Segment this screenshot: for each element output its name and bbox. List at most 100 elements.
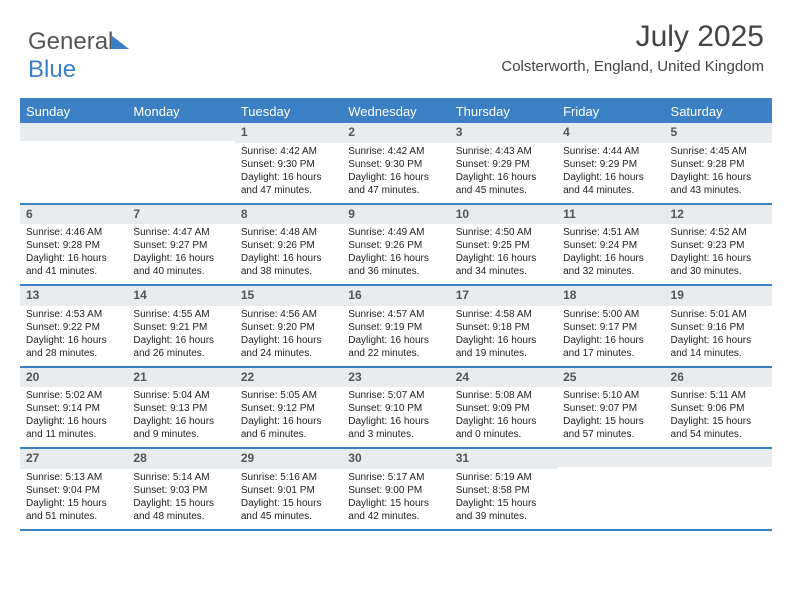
day-details: Sunrise: 5:10 AMSunset: 9:07 PMDaylight:… bbox=[557, 387, 664, 447]
day-header-wednesday: Wednesday bbox=[342, 100, 449, 123]
calendar-cell: 25Sunrise: 5:10 AMSunset: 9:07 PMDayligh… bbox=[557, 368, 664, 448]
day-number: 10 bbox=[450, 205, 557, 225]
daylight-text: Daylight: 16 hours and 44 minutes. bbox=[563, 171, 658, 197]
calendar-cell: 10Sunrise: 4:50 AMSunset: 9:25 PMDayligh… bbox=[450, 205, 557, 285]
sunset-text: Sunset: 9:29 PM bbox=[456, 158, 551, 171]
day-number: 20 bbox=[20, 368, 127, 388]
day-number: 4 bbox=[557, 123, 664, 143]
day-number: 11 bbox=[557, 205, 664, 225]
calendar-cell: 26Sunrise: 5:11 AMSunset: 9:06 PMDayligh… bbox=[665, 368, 772, 448]
daylight-text: Daylight: 16 hours and 22 minutes. bbox=[348, 334, 443, 360]
day-details: Sunrise: 5:00 AMSunset: 9:17 PMDaylight:… bbox=[557, 306, 664, 366]
sunrise-text: Sunrise: 4:58 AM bbox=[456, 308, 551, 321]
day-number: 12 bbox=[665, 205, 772, 225]
day-details: Sunrise: 4:47 AMSunset: 9:27 PMDaylight:… bbox=[127, 224, 234, 284]
daylight-text: Daylight: 16 hours and 36 minutes. bbox=[348, 252, 443, 278]
daylight-text: Daylight: 16 hours and 26 minutes. bbox=[133, 334, 228, 360]
calendar-cell: 7Sunrise: 4:47 AMSunset: 9:27 PMDaylight… bbox=[127, 205, 234, 285]
calendar-cell: 22Sunrise: 5:05 AMSunset: 9:12 PMDayligh… bbox=[235, 368, 342, 448]
calendar-cell: 6Sunrise: 4:46 AMSunset: 9:28 PMDaylight… bbox=[20, 205, 127, 285]
week-row: 20Sunrise: 5:02 AMSunset: 9:14 PMDayligh… bbox=[20, 368, 772, 450]
day-number: 13 bbox=[20, 286, 127, 306]
day-number: 19 bbox=[665, 286, 772, 306]
sunset-text: Sunset: 9:12 PM bbox=[241, 402, 336, 415]
day-number: 3 bbox=[450, 123, 557, 143]
day-header-saturday: Saturday bbox=[665, 100, 772, 123]
sunset-text: Sunset: 9:20 PM bbox=[241, 321, 336, 334]
sunset-text: Sunset: 9:30 PM bbox=[348, 158, 443, 171]
sunset-text: Sunset: 9:14 PM bbox=[26, 402, 121, 415]
daylight-text: Daylight: 15 hours and 54 minutes. bbox=[671, 415, 766, 441]
brand-logo: General Blue bbox=[28, 28, 127, 84]
daylight-text: Daylight: 16 hours and 34 minutes. bbox=[456, 252, 551, 278]
sunrise-text: Sunrise: 4:49 AM bbox=[348, 226, 443, 239]
calendar-cell: 29Sunrise: 5:16 AMSunset: 9:01 PMDayligh… bbox=[235, 449, 342, 529]
location-text: Colsterworth, England, United Kingdom bbox=[501, 58, 764, 75]
day-number: 8 bbox=[235, 205, 342, 225]
sunrise-text: Sunrise: 4:56 AM bbox=[241, 308, 336, 321]
sunset-text: Sunset: 9:25 PM bbox=[456, 239, 551, 252]
day-details: Sunrise: 5:05 AMSunset: 9:12 PMDaylight:… bbox=[235, 387, 342, 447]
day-details: Sunrise: 5:17 AMSunset: 9:00 PMDaylight:… bbox=[342, 469, 449, 529]
day-details: Sunrise: 5:19 AMSunset: 8:58 PMDaylight:… bbox=[450, 469, 557, 529]
daylight-text: Daylight: 16 hours and 30 minutes. bbox=[671, 252, 766, 278]
calendar-cell: 30Sunrise: 5:17 AMSunset: 9:00 PMDayligh… bbox=[342, 449, 449, 529]
day-number bbox=[665, 449, 772, 467]
day-details: Sunrise: 5:07 AMSunset: 9:10 PMDaylight:… bbox=[342, 387, 449, 447]
day-details: Sunrise: 4:55 AMSunset: 9:21 PMDaylight:… bbox=[127, 306, 234, 366]
sunrise-text: Sunrise: 5:00 AM bbox=[563, 308, 658, 321]
calendar-cell: 20Sunrise: 5:02 AMSunset: 9:14 PMDayligh… bbox=[20, 368, 127, 448]
sunset-text: Sunset: 8:58 PM bbox=[456, 484, 551, 497]
day-details: Sunrise: 4:43 AMSunset: 9:29 PMDaylight:… bbox=[450, 143, 557, 203]
calendar-cell: 4Sunrise: 4:44 AMSunset: 9:29 PMDaylight… bbox=[557, 123, 664, 203]
week-row: 6Sunrise: 4:46 AMSunset: 9:28 PMDaylight… bbox=[20, 205, 772, 287]
sunrise-text: Sunrise: 5:16 AM bbox=[241, 471, 336, 484]
sunrise-text: Sunrise: 5:07 AM bbox=[348, 389, 443, 402]
week-row: 1Sunrise: 4:42 AMSunset: 9:30 PMDaylight… bbox=[20, 123, 772, 205]
day-number: 28 bbox=[127, 449, 234, 469]
daylight-text: Daylight: 16 hours and 11 minutes. bbox=[26, 415, 121, 441]
daylight-text: Daylight: 16 hours and 0 minutes. bbox=[456, 415, 551, 441]
calendar-cell: 5Sunrise: 4:45 AMSunset: 9:28 PMDaylight… bbox=[665, 123, 772, 203]
sunrise-text: Sunrise: 4:51 AM bbox=[563, 226, 658, 239]
sunset-text: Sunset: 9:28 PM bbox=[671, 158, 766, 171]
daylight-text: Daylight: 16 hours and 47 minutes. bbox=[348, 171, 443, 197]
sunrise-text: Sunrise: 5:01 AM bbox=[671, 308, 766, 321]
sunset-text: Sunset: 9:18 PM bbox=[456, 321, 551, 334]
sunrise-text: Sunrise: 5:14 AM bbox=[133, 471, 228, 484]
sunrise-text: Sunrise: 5:04 AM bbox=[133, 389, 228, 402]
sunrise-text: Sunrise: 4:48 AM bbox=[241, 226, 336, 239]
day-details: Sunrise: 4:48 AMSunset: 9:26 PMDaylight:… bbox=[235, 224, 342, 284]
sunrise-text: Sunrise: 5:02 AM bbox=[26, 389, 121, 402]
header-right: July 2025 Colsterworth, England, United … bbox=[501, 20, 764, 75]
sunset-text: Sunset: 9:24 PM bbox=[563, 239, 658, 252]
daylight-text: Daylight: 16 hours and 45 minutes. bbox=[456, 171, 551, 197]
calendar-cell: 24Sunrise: 5:08 AMSunset: 9:09 PMDayligh… bbox=[450, 368, 557, 448]
day-number: 16 bbox=[342, 286, 449, 306]
sunrise-text: Sunrise: 4:44 AM bbox=[563, 145, 658, 158]
sunset-text: Sunset: 9:26 PM bbox=[241, 239, 336, 252]
calendar-cell: 21Sunrise: 5:04 AMSunset: 9:13 PMDayligh… bbox=[127, 368, 234, 448]
daylight-text: Daylight: 16 hours and 19 minutes. bbox=[456, 334, 551, 360]
day-details: Sunrise: 4:57 AMSunset: 9:19 PMDaylight:… bbox=[342, 306, 449, 366]
calendar-cell: 15Sunrise: 4:56 AMSunset: 9:20 PMDayligh… bbox=[235, 286, 342, 366]
sunrise-text: Sunrise: 4:53 AM bbox=[26, 308, 121, 321]
calendar-cell: 9Sunrise: 4:49 AMSunset: 9:26 PMDaylight… bbox=[342, 205, 449, 285]
day-details: Sunrise: 4:42 AMSunset: 9:30 PMDaylight:… bbox=[235, 143, 342, 203]
calendar-cell: 11Sunrise: 4:51 AMSunset: 9:24 PMDayligh… bbox=[557, 205, 664, 285]
calendar-cell: 18Sunrise: 5:00 AMSunset: 9:17 PMDayligh… bbox=[557, 286, 664, 366]
calendar-cell: 2Sunrise: 4:42 AMSunset: 9:30 PMDaylight… bbox=[342, 123, 449, 203]
calendar-cell bbox=[557, 449, 664, 529]
day-number: 31 bbox=[450, 449, 557, 469]
day-number: 30 bbox=[342, 449, 449, 469]
day-details: Sunrise: 4:46 AMSunset: 9:28 PMDaylight:… bbox=[20, 224, 127, 284]
daylight-text: Daylight: 16 hours and 38 minutes. bbox=[241, 252, 336, 278]
day-details: Sunrise: 5:02 AMSunset: 9:14 PMDaylight:… bbox=[20, 387, 127, 447]
calendar-cell bbox=[127, 123, 234, 203]
day-number: 9 bbox=[342, 205, 449, 225]
sunset-text: Sunset: 9:19 PM bbox=[348, 321, 443, 334]
sunrise-text: Sunrise: 4:57 AM bbox=[348, 308, 443, 321]
week-row: 27Sunrise: 5:13 AMSunset: 9:04 PMDayligh… bbox=[20, 449, 772, 531]
sunrise-text: Sunrise: 4:42 AM bbox=[241, 145, 336, 158]
day-details: Sunrise: 5:13 AMSunset: 9:04 PMDaylight:… bbox=[20, 469, 127, 529]
